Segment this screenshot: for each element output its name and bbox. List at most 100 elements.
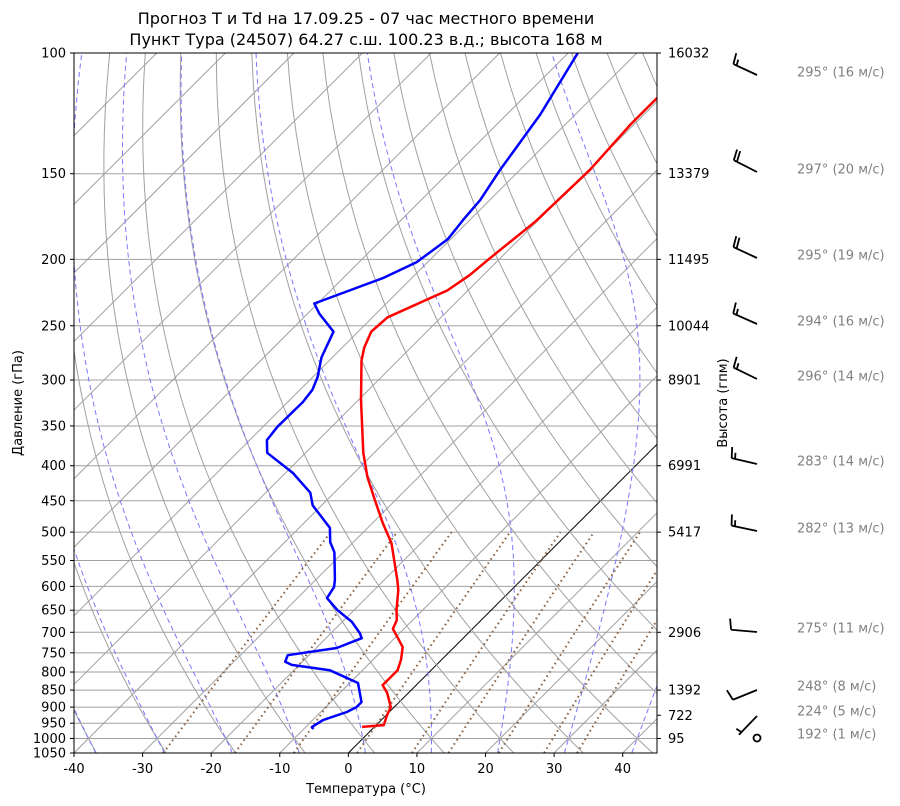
isotherm — [74, 53, 295, 274]
dry-adiabat — [179, 53, 445, 753]
moist-adiabat — [74, 53, 233, 753]
height-tick-label: 1392 — [668, 684, 701, 699]
y-tick-label: 250 — [41, 319, 66, 334]
height-tick-label: 16032 — [668, 47, 709, 62]
x-tick-label: -40 — [63, 762, 84, 777]
y-tick-label: 850 — [41, 684, 66, 699]
height-tick-label: 6991 — [668, 459, 701, 474]
wind-barb-icon — [732, 235, 758, 259]
wind-label: 297° (20 м/с) — [797, 163, 885, 178]
wind-barb-icon — [732, 302, 758, 325]
wind-label: 282° (13 м/с) — [797, 522, 885, 537]
wind-barb: 297° (20 м/с) — [732, 149, 885, 178]
height-tick-label: 11495 — [668, 253, 709, 268]
dry-adiabat — [103, 53, 306, 753]
x-tick-label: -10 — [269, 762, 290, 777]
zero-isotherm — [347, 443, 657, 753]
dry-adiabat — [322, 53, 657, 695]
y-tick-label: 100 — [41, 47, 66, 62]
wind-barb: 192° (1 м/с) — [752, 728, 876, 743]
dry-adiabat — [429, 53, 657, 504]
moist-adiabat — [74, 547, 165, 753]
mixing-ratio-line — [447, 531, 595, 753]
wind-barb-icon — [730, 514, 758, 532]
height-tick-label: 95 — [668, 732, 685, 747]
y-tick-label: 650 — [41, 604, 66, 619]
wind-label: 224° (5 м/с) — [797, 705, 876, 720]
moist-adiabat — [631, 684, 657, 753]
isotherm — [74, 53, 226, 206]
wind-barb: 283° (14 м/с) — [730, 446, 885, 470]
y-tick-label: 950 — [41, 717, 66, 732]
x-tick-label: -30 — [132, 762, 153, 777]
dry-adiabat — [500, 53, 657, 374]
moist-adiabat — [180, 53, 366, 753]
y-tick-label: 450 — [41, 494, 66, 509]
isotherm — [74, 53, 569, 548]
y-tick-label: 750 — [41, 646, 66, 661]
dry-adiabat — [891, 53, 900, 753]
wind-barb-icon — [726, 689, 758, 701]
dry-adiabat — [215, 53, 515, 753]
chart-subtitle: Пункт Тура (24507) 64.27 с.ш. 100.23 в.д… — [129, 30, 602, 49]
y-tick-label: 500 — [41, 526, 66, 541]
wind-barb: 295° (19 м/с) — [732, 235, 885, 264]
temperature-line — [359, 96, 657, 729]
height-tick-label: 722 — [668, 709, 693, 724]
y-tick-label: 800 — [41, 666, 66, 681]
isotherm — [74, 53, 501, 480]
plot-frame — [73, 52, 658, 754]
moist-adiabat — [122, 53, 300, 753]
wind-barb: 282° (13 м/с) — [730, 514, 885, 537]
mixing-ratio-line — [292, 531, 453, 753]
height-axis-label: Высота (гпм) — [716, 358, 731, 447]
x-axis-label: Температура (°C) — [305, 782, 426, 797]
mixing-ratio-line — [543, 568, 657, 753]
y-tick-label: 350 — [41, 419, 66, 434]
dewpoint-line — [265, 53, 579, 730]
background-lines — [74, 53, 900, 753]
wind-barb-icon — [729, 618, 758, 633]
isotherm — [74, 169, 657, 753]
wind-barb: 275° (11 м/с) — [729, 618, 885, 637]
height-tick-label: 13379 — [668, 167, 709, 182]
dry-adiabat — [357, 53, 657, 631]
dry-adiabat — [286, 53, 654, 753]
y-tick-label: 1000 — [33, 732, 66, 747]
wind-barb-icon — [732, 52, 758, 76]
wind-barb: 224° (5 м/с) — [735, 705, 876, 736]
wind-barbs: 295° (16 м/с) 297° (20 м/с) 295° (19 м/с) 2… — [726, 52, 885, 743]
moist-adiabat — [366, 53, 515, 753]
chart-title: Прогноз T и Td на 17.09.25 - 07 час мест… — [138, 9, 594, 28]
wind-barb-icon — [732, 356, 758, 380]
isotherm — [74, 53, 638, 617]
isotherm — [74, 53, 432, 411]
wind-label: 294° (16 м/с) — [797, 315, 885, 330]
x-tick-label: 40 — [614, 762, 631, 777]
wind-label: 275° (11 м/с) — [797, 622, 885, 637]
dry-adiabat — [464, 53, 657, 440]
dry-adiabat — [856, 53, 900, 753]
wind-barb: 296° (14 м/с) — [732, 356, 885, 385]
wind-barb: 295° (16 м/с) — [732, 52, 885, 81]
height-tick-label: 8901 — [668, 374, 701, 389]
dry-adiabat — [393, 53, 657, 568]
isotherm — [210, 306, 657, 753]
moist-adiabat — [551, 53, 641, 753]
dry-adiabat — [678, 53, 900, 753]
y-tick-label: 600 — [41, 580, 66, 595]
isotherm — [485, 580, 657, 753]
height-tick-label: 10044 — [668, 319, 709, 334]
calm-circle-icon — [752, 733, 762, 743]
dry-adiabat — [642, 53, 657, 88]
wind-barb-icon — [732, 149, 758, 173]
wind-barb: 294° (16 м/с) — [732, 302, 885, 330]
height-tick-label: 2906 — [668, 626, 701, 641]
dry-adiabat — [820, 53, 900, 753]
mixing-ratio-line — [576, 618, 657, 753]
dry-adiabat — [74, 53, 236, 753]
dry-adiabat — [142, 53, 376, 753]
height-tick-label: 5417 — [668, 526, 701, 541]
dry-adiabat — [785, 53, 900, 753]
